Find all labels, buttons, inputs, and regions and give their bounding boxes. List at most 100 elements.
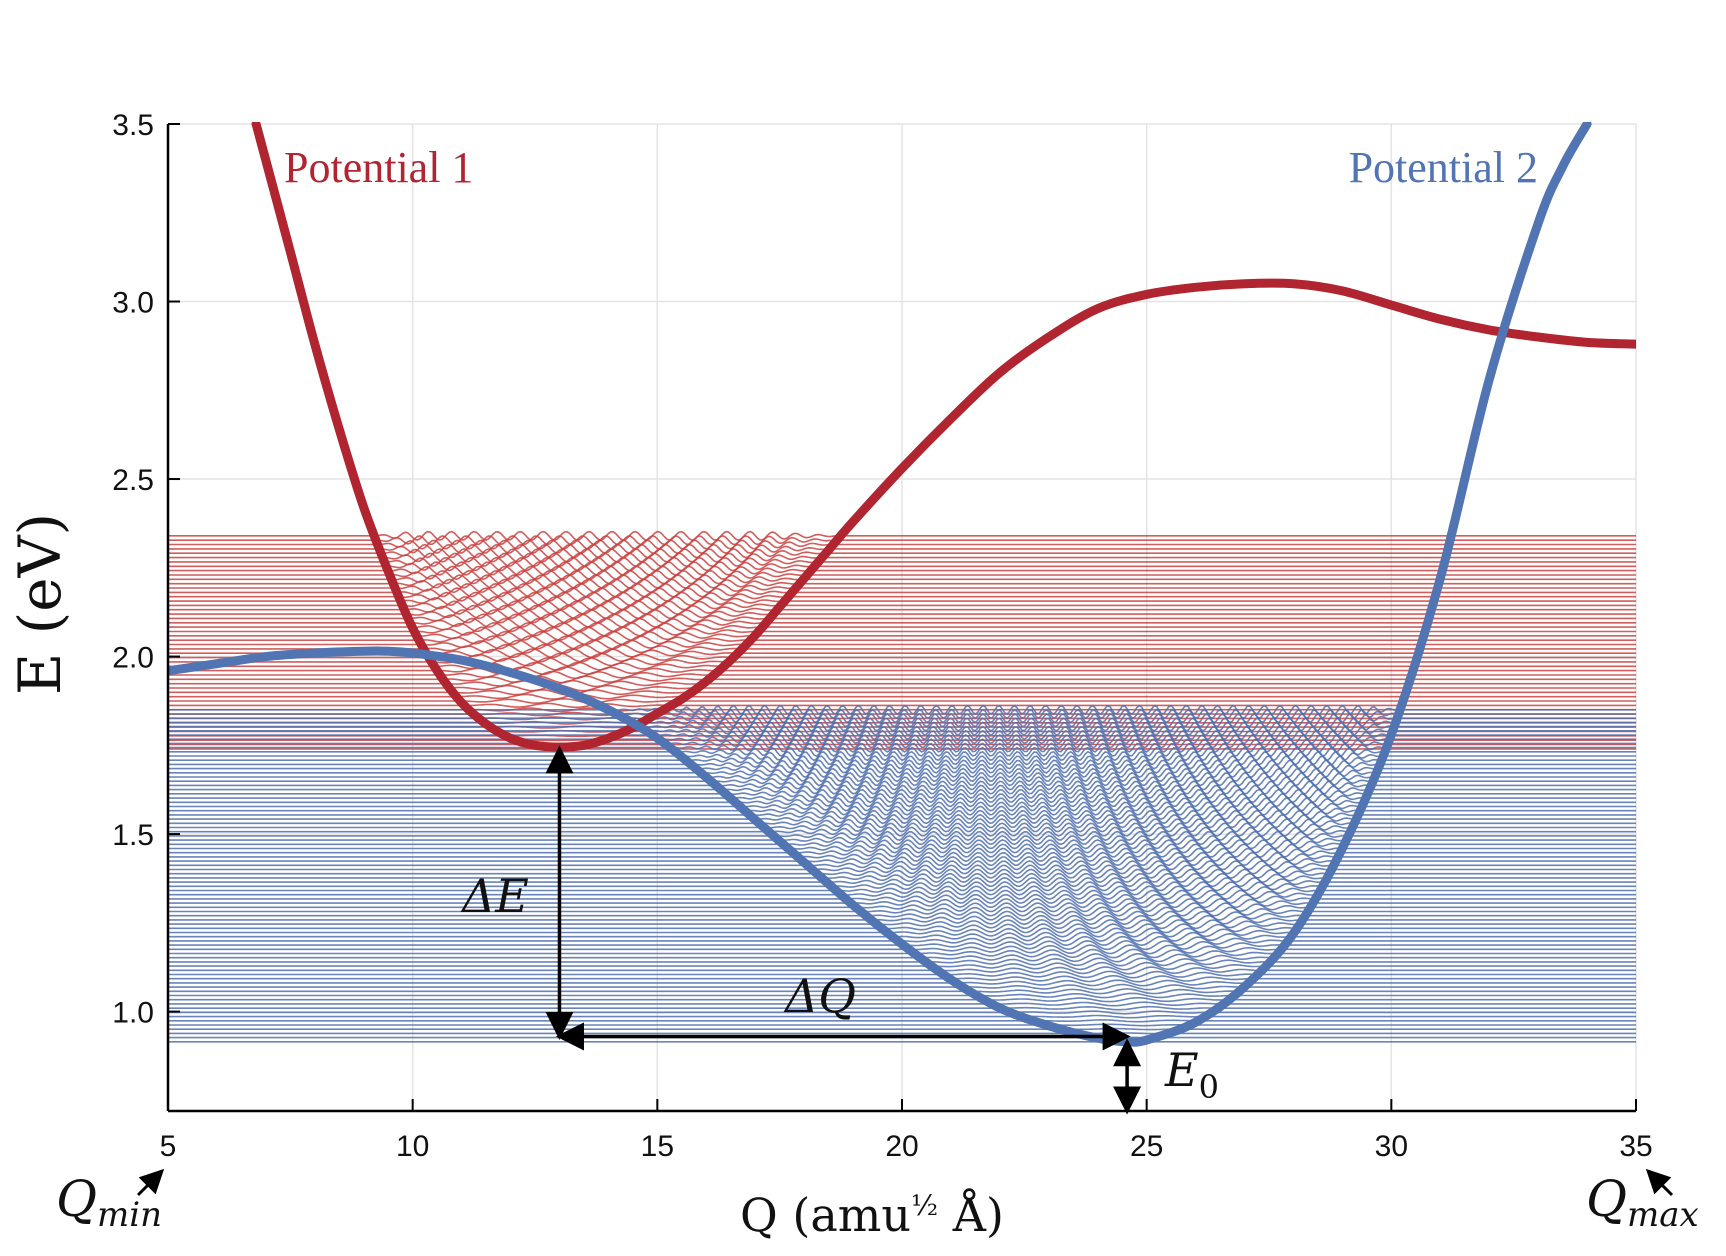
energy-level-line	[168, 556, 1636, 568]
energy-level-line	[168, 578, 1636, 589]
annotations	[136, 745, 1674, 1197]
energy-level-line	[168, 688, 1636, 696]
energy-level-line	[168, 535, 1636, 546]
x-tick-label: 25	[1130, 1130, 1163, 1163]
energy-level-line	[168, 792, 1636, 804]
energy-level-line	[168, 784, 1636, 795]
energy-level-line	[168, 759, 1636, 770]
energy-level-line	[168, 600, 1636, 611]
energy-level-line	[168, 1032, 1636, 1035]
axes: 5 10 15 20 25 30 35 1.0 1.5 2.0 2.5 3.0 3.5	[112, 109, 1652, 1163]
energy-level-line	[168, 704, 1636, 716]
y-tick-label: 2.5	[112, 464, 154, 497]
e0-label: E0	[1164, 1043, 1219, 1106]
energy-level-line	[168, 635, 1636, 646]
energy-level-line	[168, 910, 1636, 921]
energy-level-line	[168, 983, 1636, 991]
energy-level-line	[168, 713, 1636, 724]
x-tick-label: 20	[885, 1130, 918, 1163]
energy-level-line	[168, 885, 1636, 896]
energy-level-line	[168, 889, 1636, 900]
potential-curves	[168, 122, 1636, 1047]
y-tick-label: 2.0	[112, 642, 154, 675]
energy-level-line	[168, 988, 1636, 995]
series-label-potential-2: Potential 2	[1349, 143, 1538, 192]
energy-level-line	[168, 574, 1636, 585]
q-min-arrow	[136, 1168, 165, 1197]
energy-level-line	[168, 948, 1636, 959]
q-min-label: Qmin	[56, 1170, 162, 1235]
energy-level-line	[168, 755, 1636, 766]
energy-level-line	[168, 923, 1636, 934]
energy-level-line	[168, 979, 1636, 987]
energy-level-line	[168, 927, 1636, 938]
energy-level-line	[168, 809, 1636, 820]
energy-level-line	[168, 992, 1636, 999]
energy-level-line	[168, 897, 1636, 909]
energy-level-line	[168, 698, 1636, 705]
energy-level-line	[168, 608, 1636, 620]
y-axis-title: E (eV)	[6, 513, 74, 695]
energy-level-line	[168, 970, 1636, 979]
energy-level-line	[168, 957, 1636, 967]
energy-level-line	[168, 746, 1636, 758]
energy-level-line	[168, 548, 1636, 559]
energy-level-line	[168, 881, 1636, 892]
energy-level-line	[168, 1014, 1636, 1019]
annotation-text: ΔE ΔQ E0 Qmin Qmax	[56, 869, 1699, 1235]
energy-level-line	[168, 543, 1636, 554]
series-label-potential-1: Potential 1	[284, 143, 473, 192]
energy-level-line	[168, 914, 1636, 926]
x-tick-label: 10	[396, 1130, 429, 1163]
energy-level-line	[168, 919, 1636, 930]
energy-level-line	[168, 675, 1636, 684]
energy-level-line	[168, 902, 1636, 913]
series-1-line	[251, 122, 1636, 752]
energy-level-line	[168, 565, 1636, 576]
energy-level-line	[168, 839, 1636, 850]
energy-level-line	[168, 1005, 1636, 1011]
energy-level-line	[168, 876, 1636, 888]
q-max-arrow	[1645, 1168, 1674, 1197]
energy-level-line	[168, 776, 1636, 787]
energy-level-line	[168, 587, 1636, 598]
energy-level-line	[168, 530, 1636, 541]
energy-level-line	[168, 847, 1636, 858]
energy-level-line	[168, 582, 1636, 594]
energy-level-line	[168, 797, 1636, 808]
energy-level-line	[168, 855, 1636, 867]
energy-level-line	[168, 843, 1636, 854]
x-tick-label: 30	[1375, 1130, 1408, 1163]
energy-level-line	[168, 739, 1636, 742]
x-tick-label: 15	[641, 1130, 674, 1163]
q-max-label: Qmax	[1586, 1170, 1699, 1235]
x-axis-title: Q (amu½ Å)	[740, 1187, 1004, 1242]
energy-level-line	[168, 826, 1636, 837]
energy-level-line	[168, 657, 1636, 667]
x-tick-label: 5	[160, 1130, 177, 1163]
energy-level-line	[168, 805, 1636, 816]
energy-level-line	[168, 708, 1636, 720]
energy-level-line	[168, 552, 1636, 563]
energy-level-line	[168, 1010, 1636, 1015]
energy-level-line	[168, 652, 1636, 663]
series-labels: Potential 1 Potential 2	[284, 143, 1538, 192]
energy-level-line	[168, 670, 1636, 680]
energy-level-line	[168, 780, 1636, 791]
energy-level-line	[168, 975, 1636, 983]
energy-level-line	[168, 1027, 1636, 1031]
energy-level-line	[168, 822, 1636, 833]
energy-level-line	[168, 702, 1636, 709]
energy-level-line	[168, 1019, 1636, 1023]
energy-level-line	[168, 931, 1636, 942]
energy-level-line	[168, 604, 1636, 615]
energy-level-line	[168, 771, 1636, 783]
energy-level-line	[168, 801, 1636, 812]
energy-level-line	[168, 997, 1636, 1003]
energy-level-line	[168, 666, 1636, 675]
energy-level-line	[168, 661, 1636, 671]
energy-level-line	[168, 868, 1636, 879]
energy-level-line	[168, 684, 1636, 692]
energy-level-line	[168, 693, 1636, 700]
